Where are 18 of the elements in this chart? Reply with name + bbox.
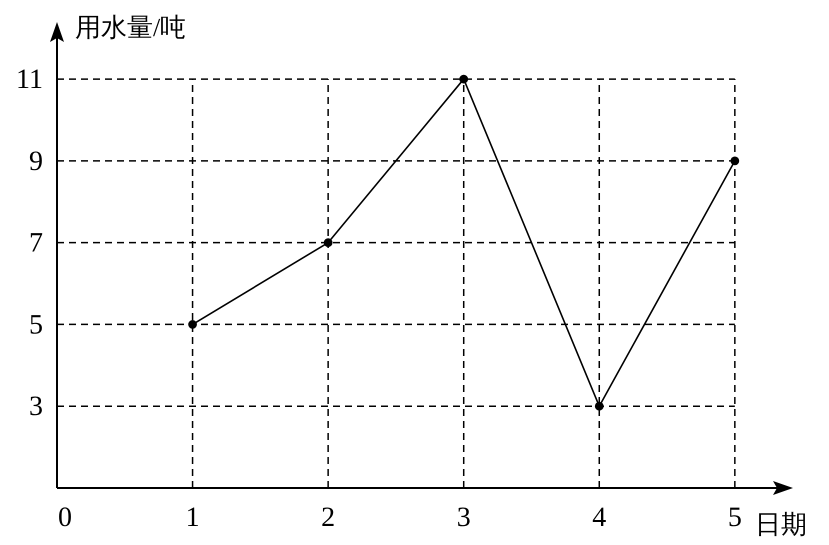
x-tick-label: 5 — [728, 502, 742, 533]
x-tick-label: 2 — [321, 502, 336, 533]
x-tick-label: 0 — [58, 502, 72, 533]
point — [459, 74, 468, 84]
point — [324, 238, 333, 248]
y-tick-label: 7 — [29, 228, 43, 259]
y-tick-label: 3 — [29, 391, 43, 422]
y-axis-title: 用水量/吨 — [75, 13, 186, 42]
y-tick-label: 11 — [16, 64, 43, 96]
x-tick-label: 3 — [456, 502, 471, 533]
x-tick-label: 4 — [592, 502, 606, 533]
point — [594, 402, 604, 411]
y-tick-label: 5 — [29, 309, 43, 340]
y-tick-label: 9 — [29, 146, 43, 177]
x-tick-label: 1 — [186, 502, 200, 533]
point — [188, 320, 197, 329]
point — [730, 156, 740, 166]
x-axis-title: 日期 — [755, 510, 807, 539]
